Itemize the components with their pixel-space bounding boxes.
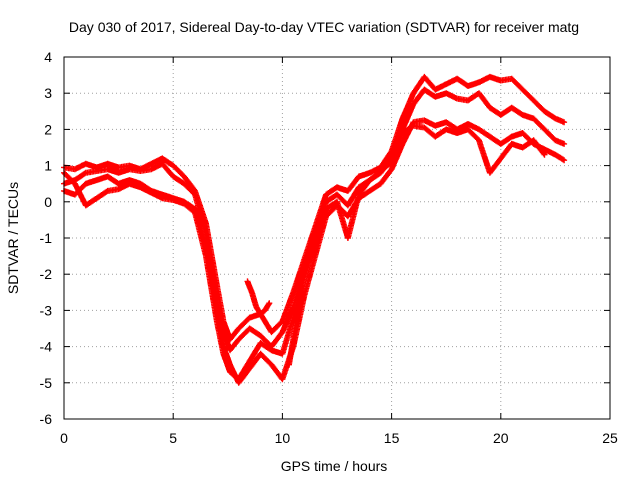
series-5-markers [244,278,273,317]
x-tick-label: 5 [169,430,177,446]
series-6 [286,285,306,368]
series-2 [61,86,568,354]
series-1 [61,73,568,343]
y-tick-label: -4 [40,339,53,355]
y-tick-label: 3 [44,85,52,101]
series-5 [244,278,273,317]
x-axis-label: GPS time / hours [281,458,388,474]
y-tick-label: -5 [40,375,53,391]
data-points [61,73,568,386]
series-1-markers [61,73,568,343]
x-tick-label: 10 [275,430,291,446]
y-tick-label: 4 [44,49,52,65]
x-tick-label: 25 [602,430,618,446]
y-tick-labels: -6 -5 -4 -3 -2 -1 0 1 2 3 4 [40,49,53,427]
y-tick-label: -6 [40,411,53,427]
x-tick-labels: 0 5 10 15 20 25 [60,430,618,446]
x-tick-label: 15 [384,430,400,446]
y-tick-label: -1 [40,230,53,246]
y-tick-label: 0 [44,194,52,210]
x-tick-label: 20 [493,430,509,446]
y-tick-label: -2 [40,266,53,282]
y-tick-label: 1 [44,158,52,174]
y-axis-label: SDTVAR / TECUs [5,182,21,294]
x-tick-label: 0 [60,430,68,446]
y-tick-label: -3 [40,302,53,318]
series-6-markers [286,285,306,368]
series-2-markers [61,86,568,354]
grid-lines [64,57,610,419]
y-tick-label: 2 [44,121,52,137]
chart-title: Day 030 of 2017, Sidereal Day-to-day VTE… [69,19,579,35]
tick-marks [63,56,611,420]
